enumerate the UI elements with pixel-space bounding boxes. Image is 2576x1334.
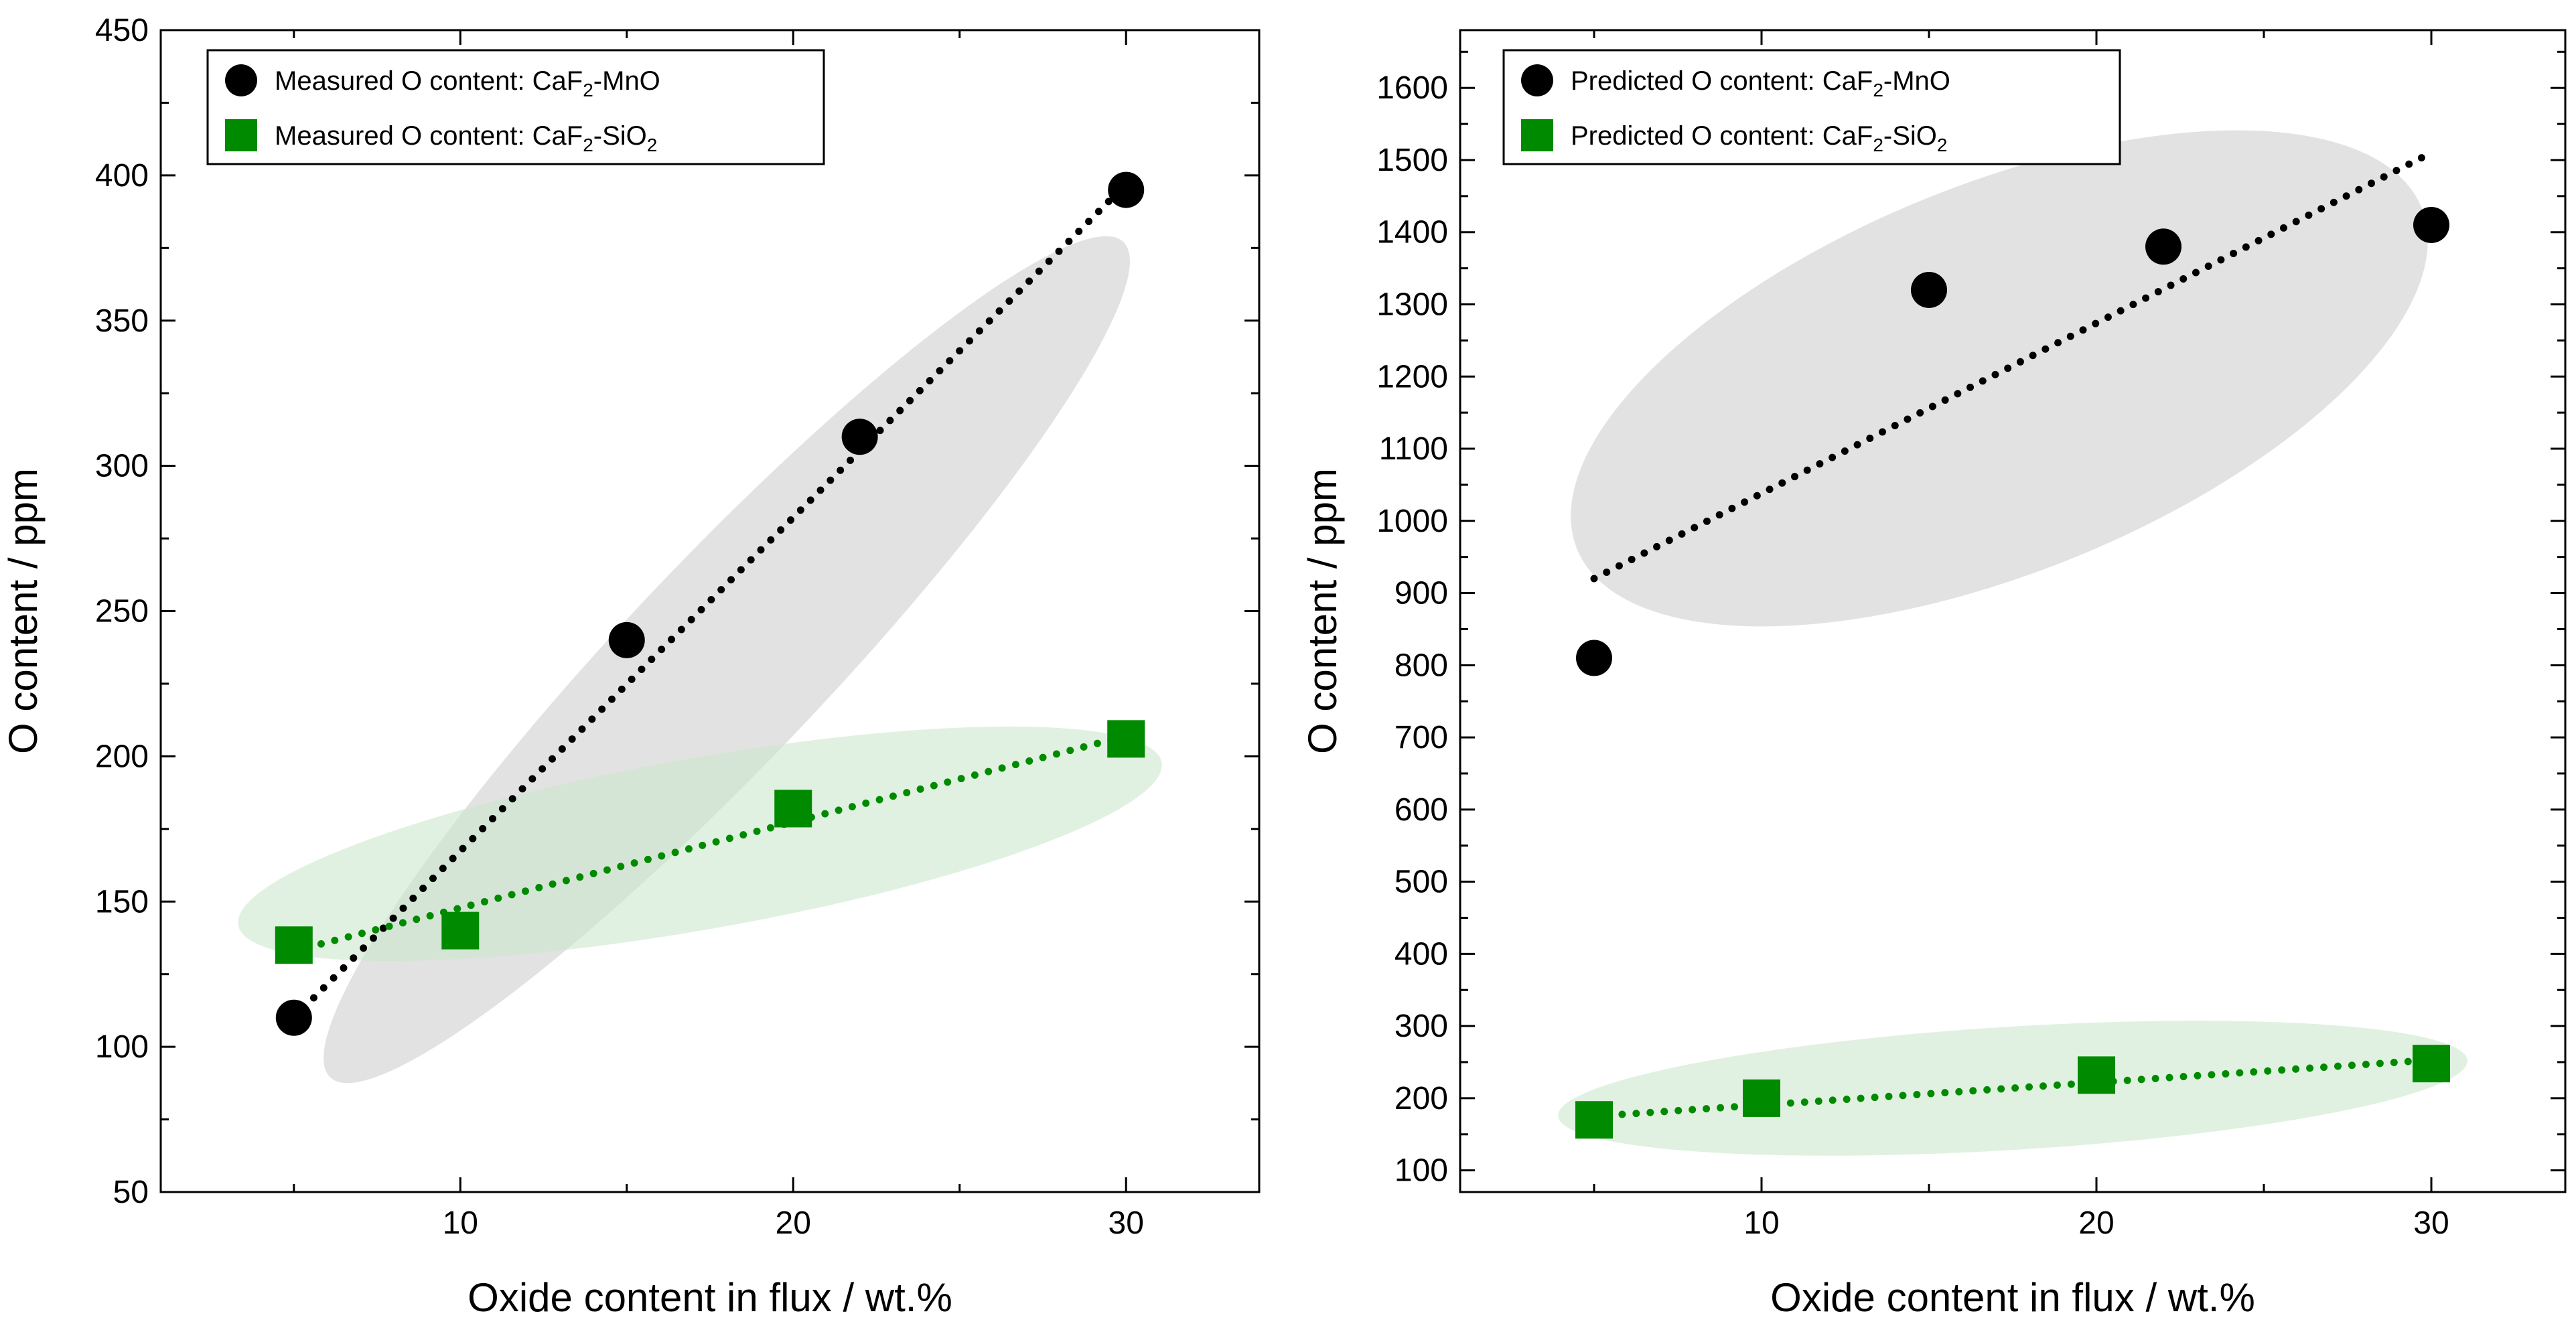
sio2-trend-line [1590, 1056, 2435, 1120]
y-tick-label: 1500 [1376, 143, 1448, 178]
legend-sio2-marker [225, 119, 257, 151]
x-tick-label: 10 [443, 1205, 478, 1241]
legend-box [1502, 49, 2121, 165]
sio2-data-point [275, 926, 313, 964]
y-tick-label: 1000 [1376, 504, 1448, 539]
y-tick-label: 1200 [1376, 359, 1448, 394]
legend-mno-marker [1521, 64, 1553, 96]
x-axis-title: Oxide content in flux / wt.% [468, 1275, 952, 1320]
sio2-data-point [1107, 720, 1145, 758]
y-tick-label: 500 [1394, 865, 1448, 900]
y-axis-title: O content / ppm [1300, 468, 1345, 754]
y-tick-label: 300 [1394, 1009, 1448, 1044]
y-tick-label: 1300 [1376, 287, 1448, 323]
sio2-trend-line [290, 732, 1130, 955]
sio2-data-point [441, 911, 480, 950]
y-tick-label: 300 [95, 449, 149, 484]
y-tick-label: 900 [1394, 576, 1448, 611]
predicted-chart-panel: 100 200 300 400 500 600 700 800 900 1000 1100 1200 1… [1300, 29, 2567, 1320]
y-tick-label: 450 [95, 13, 149, 48]
y-tick-label: 700 [1394, 720, 1448, 755]
sio2-data-point [2078, 1056, 2115, 1094]
mno-data-point [2145, 228, 2181, 265]
x-axis-title: Oxide content in flux / wt.% [1770, 1275, 2255, 1320]
legend: Measured O content: CaF2-MnO Measured O c… [206, 49, 825, 165]
mno-data-point [275, 999, 312, 1036]
legend-sio2-marker [1521, 119, 1553, 151]
mno-data-point [1911, 271, 1947, 308]
y-tick-label: 200 [1394, 1081, 1448, 1116]
sio2-data-point [1575, 1101, 1613, 1139]
sio2-data-point [1743, 1079, 1780, 1117]
y-tick-label: 50 [113, 1175, 149, 1210]
legend-sio2-label: Predicted O content: CaF2-SiO2 [1571, 121, 1947, 155]
mno-data-point [1108, 171, 1145, 208]
mno-data-point [1576, 640, 1612, 676]
y-tick-label: 100 [1394, 1153, 1448, 1189]
y-tick-label: 1400 [1376, 215, 1448, 250]
legend-sio2-label: Measured O content: CaF2-SiO2 [275, 121, 657, 155]
y-tick-label: 200 [95, 739, 149, 774]
y-tick-label: 100 [95, 1029, 149, 1065]
plot-frame [1459, 29, 2567, 1193]
y-tick-label: 800 [1394, 648, 1448, 683]
mno-data-point [608, 621, 645, 658]
legend: Predicted O content: CaF2-MnO Predicted O… [1502, 49, 2121, 165]
mno-data-point [841, 419, 878, 455]
mno-highlight-ellipse [324, 236, 1130, 1084]
sio2-data-point [774, 790, 812, 828]
y-tick-label: 1600 [1376, 70, 1448, 106]
sio2-data-point [2413, 1045, 2450, 1083]
x-tick-label: 30 [2413, 1205, 2449, 1241]
measured-chart-panel: 50 100 150 200 250 300 350 400 450 10 20 30 Oxide co… [1, 13, 1261, 1320]
legend-mno-label: Measured O content: CaF2-MnO [275, 66, 660, 100]
mno-trend-line [1590, 149, 2435, 583]
x-tick-label: 30 [1108, 1205, 1144, 1241]
y-axis-title: O content / ppm [1, 468, 46, 754]
mno-trend-line [290, 180, 1130, 1022]
y-tick-label: 250 [95, 594, 149, 629]
mno-highlight-ellipse [1571, 130, 2428, 627]
x-tick-label: 20 [776, 1205, 811, 1241]
y-tick-label: 400 [95, 158, 149, 194]
mno-data-point [2413, 206, 2449, 243]
y-tick-label: 1100 [1379, 431, 1448, 467]
y-tick-label: 350 [95, 303, 149, 339]
y-tick-label: 600 [1394, 792, 1448, 828]
legend-mno-label: Predicted O content: CaF2-MnO [1571, 66, 1950, 100]
legend-box [206, 49, 825, 165]
x-tick-label: 20 [2078, 1205, 2114, 1241]
x-tick-label: 10 [1743, 1205, 1779, 1241]
legend-mno-marker [225, 64, 257, 96]
y-tick-label: 400 [1394, 936, 1448, 972]
y-tick-label: 150 [95, 884, 149, 919]
